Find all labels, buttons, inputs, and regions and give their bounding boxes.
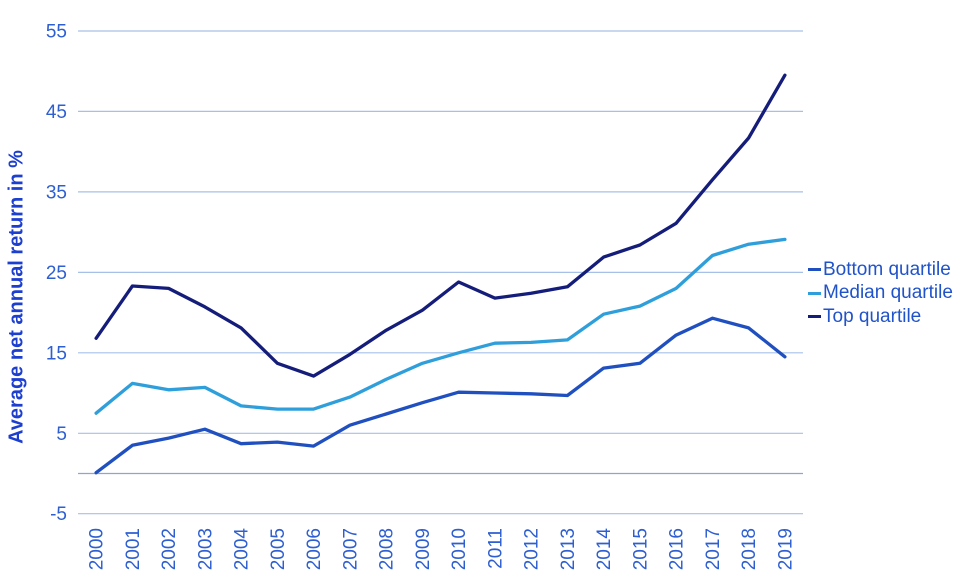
- series-line-median-quartile: [94, 237, 787, 415]
- y-tick-label: 25: [46, 263, 67, 284]
- y-tick-label: 5: [56, 424, 67, 445]
- legend-line-sample-icon: [808, 315, 821, 319]
- x-tick-label: 2013: [558, 528, 579, 570]
- x-tick-label: 2019: [775, 528, 796, 570]
- x-tick-label: 2018: [739, 528, 760, 570]
- series-line-top-quartile: [94, 73, 787, 378]
- y-tick-label: 15: [46, 343, 67, 364]
- x-tick-label: 2008: [377, 528, 398, 570]
- x-tick-label: 2014: [594, 528, 615, 571]
- series-line-bottom-quartile: [94, 316, 787, 475]
- y-tick-label: 45: [46, 102, 67, 123]
- legend-line-sample-icon: [808, 268, 821, 272]
- legend-item-median-quartile: Median quartile: [808, 282, 953, 306]
- y-tick-label: -5: [50, 504, 67, 525]
- legend-line-sample-icon: [808, 291, 821, 295]
- x-tick-label: 2002: [159, 528, 180, 570]
- x-tick-label: 2004: [232, 528, 253, 571]
- legend-label: Top quartile: [823, 305, 922, 327]
- x-tick-label: 2011: [485, 528, 506, 569]
- legend-item-bottom-quartile: Bottom quartile: [808, 258, 953, 282]
- x-tick-label: 2005: [268, 528, 289, 570]
- legend-item-top-quartile: Top quartile: [808, 305, 953, 329]
- x-tick-label: 2006: [304, 528, 325, 570]
- y-tick-label: 55: [46, 22, 67, 43]
- x-tick-label: 2000: [87, 528, 108, 570]
- x-tick-label: 2010: [449, 528, 470, 570]
- legend-label: Median quartile: [823, 282, 953, 304]
- x-tick-label: 2016: [667, 528, 688, 570]
- x-tick-label: 2017: [703, 528, 724, 570]
- x-tick-label: 2012: [522, 528, 543, 570]
- x-tick-label: 2001: [123, 528, 144, 570]
- y-tick-label: 35: [46, 182, 67, 203]
- x-tick-label: 2009: [413, 528, 434, 570]
- x-tick-label: 2003: [195, 528, 216, 570]
- x-tick-label: 2015: [630, 528, 651, 570]
- legend: Bottom quartile Median quartile Top quar…: [808, 258, 953, 329]
- x-tick-label: 2007: [340, 528, 361, 570]
- legend-label: Bottom quartile: [823, 258, 951, 280]
